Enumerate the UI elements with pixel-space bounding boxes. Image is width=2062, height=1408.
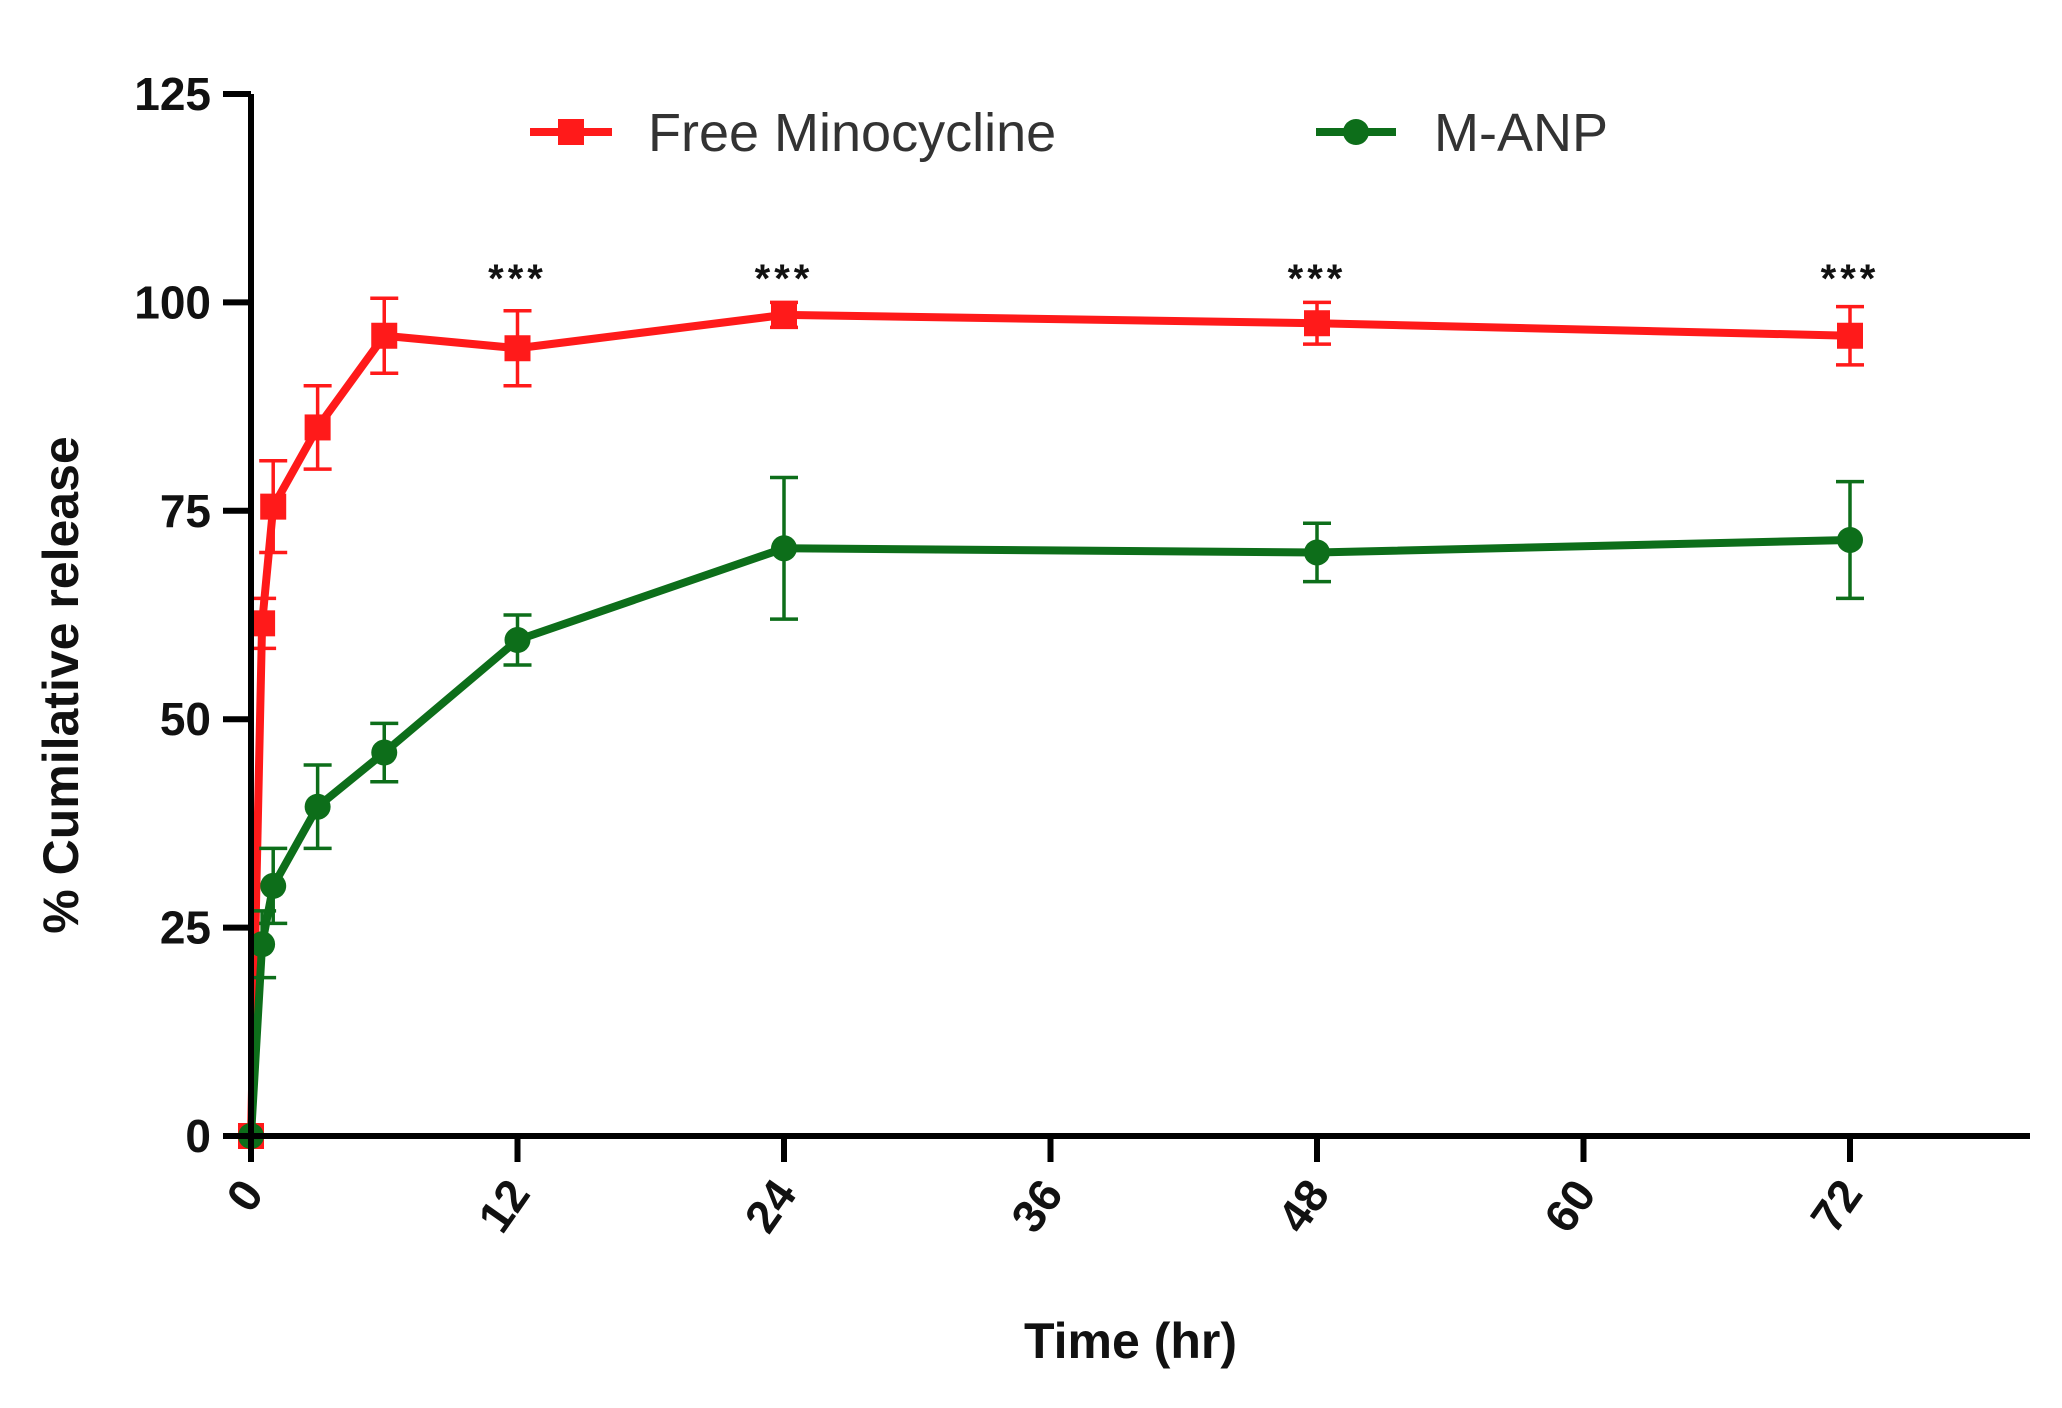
- x-tick-label: 36: [1001, 1170, 1073, 1242]
- data-point: [260, 872, 287, 899]
- legend-marker: [1343, 119, 1369, 145]
- data-point: [771, 301, 797, 328]
- legend-item-m-anp: M-ANP: [1316, 103, 1608, 163]
- y-tick-label: 50: [160, 693, 211, 745]
- legend: Free Minocycline M-ANP: [530, 103, 1608, 163]
- y-tick-label: 25: [160, 902, 211, 954]
- data-point: [1837, 526, 1863, 553]
- significance-label: ***: [1288, 257, 1347, 301]
- series-layer: [238, 296, 1864, 1149]
- x-tick-label: 72: [1800, 1170, 1872, 1242]
- data-point: [771, 535, 797, 562]
- data-point: [504, 627, 531, 654]
- x-tick-label: 60: [1534, 1170, 1606, 1242]
- data-point: [1304, 539, 1330, 566]
- legend-label: M-ANP: [1434, 103, 1608, 163]
- x-tick-label: 12: [468, 1170, 540, 1242]
- y-axis-title: % Cumilative release: [33, 436, 89, 934]
- series-line: [247, 535, 1851, 1137]
- y-tick-label: 75: [160, 485, 211, 537]
- x-tick-label: 0: [216, 1170, 273, 1221]
- axes-layer: 0 25 50 75 100 125 0 12 24 36 48 60 72 Time (hr) % Cum…: [33, 68, 2030, 1369]
- legend-item-free-minocycline: Free Minocycline: [530, 103, 1056, 163]
- y-tick-label: 125: [134, 68, 211, 120]
- data-point: [371, 322, 398, 349]
- significance-label: ***: [1821, 257, 1880, 301]
- data-point: [260, 493, 287, 520]
- data-point: [304, 414, 331, 441]
- y-tick-label: 100: [134, 276, 211, 328]
- series-m-anp: [238, 475, 1864, 1149]
- data-point: [304, 793, 331, 820]
- data-point: [1304, 310, 1330, 337]
- legend-label: Free Minocycline: [648, 103, 1056, 163]
- data-point: [1837, 322, 1863, 349]
- annotations-layer: *** *** *** ***: [488, 257, 1880, 301]
- y-tick-label: 0: [185, 1110, 211, 1162]
- legend-marker: [558, 119, 584, 145]
- series-free-minocycline: [238, 296, 1864, 1149]
- data-point: [371, 739, 398, 766]
- significance-label: ***: [755, 257, 814, 301]
- significance-label: ***: [488, 257, 547, 301]
- data-point: [249, 931, 276, 958]
- x-tick-label: 48: [1267, 1170, 1339, 1242]
- x-tick-label: 24: [734, 1170, 806, 1242]
- x-axis-title: Time (hr): [1024, 1313, 1237, 1369]
- series-line: [247, 310, 1851, 1137]
- data-point: [504, 335, 531, 362]
